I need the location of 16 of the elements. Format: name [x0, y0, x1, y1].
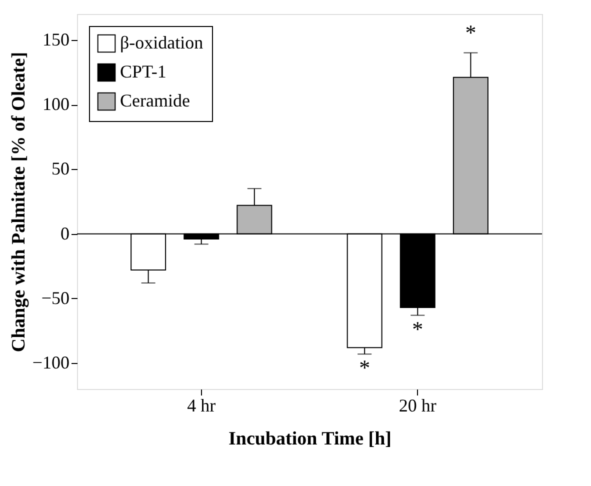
- data-label: *: [412, 316, 424, 342]
- x-tick-label: 4 hr: [187, 396, 216, 416]
- y-tick-label: −50: [41, 288, 70, 308]
- y-tick-label: 50: [52, 158, 70, 179]
- data-label: *: [465, 20, 476, 45]
- y-axis-title: Change with Palmitate [% of Oleate]: [8, 52, 30, 352]
- y-tick-label: 100: [42, 94, 70, 114]
- y-tick-label: 0: [60, 223, 70, 244]
- data-label: *: [359, 355, 370, 380]
- y-tick-label: 150: [42, 29, 70, 50]
- x-tick-label: 20 hr: [398, 396, 436, 416]
- legend-label: CPT-1: [120, 62, 166, 82]
- y-tick-label: −100: [32, 352, 70, 373]
- legend-label: β-oxidation: [120, 32, 204, 52]
- x-axis-title: Incubation Time [h]: [228, 428, 392, 450]
- legend-label: Ceramide: [120, 90, 190, 110]
